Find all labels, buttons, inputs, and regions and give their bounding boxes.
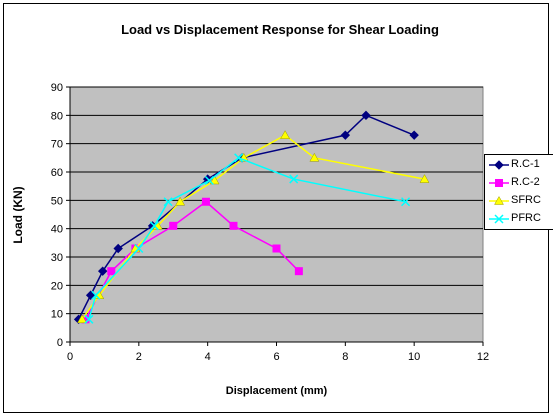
- x-tick-label-2: 2: [136, 351, 142, 363]
- legend-swatch-r-c-1: [489, 160, 509, 170]
- data-point-pfrc-6: [234, 153, 244, 163]
- y-tick-label-70: 70: [51, 139, 63, 151]
- data-point-sfrc-7: [280, 130, 291, 139]
- x-tick-label-10: 10: [408, 351, 420, 363]
- data-point-r-c-1-1: [85, 290, 96, 300]
- series-line-r-c-2: [84, 200, 300, 320]
- legend-label-pfrc: PFRC: [511, 212, 541, 224]
- data-point-pfrc-8: [401, 197, 411, 207]
- data-point-sfrc-0: [77, 314, 87, 324]
- data-point-r-c-2-5: [229, 221, 238, 230]
- legend-label-r-c-2: R.C-2: [511, 176, 540, 188]
- y-tick-label-50: 50: [51, 195, 63, 207]
- data-point-r-c-2-4: [201, 197, 210, 206]
- y-tick-label-60: 60: [51, 167, 63, 179]
- data-point-r-c-1-2: [97, 266, 108, 276]
- legend-item-r-c-1: R.C-1: [489, 157, 553, 173]
- chart-title: Load vs Displacement Response for Shear …: [121, 22, 439, 37]
- data-point-pfrc-4: [163, 197, 173, 207]
- y-tick-label-0: 0: [57, 337, 63, 349]
- data-point-r-c-1-9: [409, 130, 419, 140]
- data-point-pfrc-5: [204, 175, 214, 186]
- series-pfrc: [84, 153, 411, 324]
- data-point-pfrc-2: [134, 243, 144, 254]
- series-r-c-2: [81, 197, 303, 324]
- x-axis-label: Displacement (mm): [225, 385, 328, 397]
- data-point-pfrc-3: [149, 221, 159, 231]
- legend-swatch-sfrc: [489, 195, 509, 205]
- data-point-pfrc-7: [289, 174, 299, 184]
- data-point-r-c-2-7: [294, 267, 303, 276]
- plot-area: [69, 86, 484, 343]
- legend-swatch-pfrc: [489, 214, 509, 224]
- data-point-r-c-1-3: [113, 243, 123, 254]
- data-point-r-c-2-6: [272, 244, 281, 253]
- x-tick-label-8: 8: [342, 351, 348, 363]
- y-tick-label-40: 40: [51, 224, 63, 236]
- data-point-pfrc-0: [84, 314, 94, 324]
- legend-item-sfrc: SFRC: [489, 193, 553, 209]
- y-tick-label-30: 30: [51, 252, 63, 264]
- data-point-sfrc-9: [419, 174, 430, 183]
- data-point-r-c-1-7: [340, 130, 351, 140]
- legend-swatch-r-c-2: [489, 179, 509, 187]
- data-point-r-c-2-1: [107, 267, 116, 276]
- legend-item-r-c-2: R.C-2: [489, 175, 553, 191]
- data-point-sfrc-4: [175, 196, 186, 206]
- data-point-pfrc-1: [91, 290, 101, 300]
- data-point-r-c-1-8: [361, 110, 371, 121]
- x-tick-label-4: 4: [205, 351, 211, 363]
- x-tick-label-0: 0: [67, 351, 73, 363]
- data-point-r-c-2-3: [169, 221, 178, 230]
- legend-item-pfrc: PFRC: [489, 211, 553, 227]
- y-tick-label-80: 80: [51, 110, 63, 122]
- y-tick-label-20: 20: [51, 280, 63, 292]
- data-point-sfrc-5: [209, 175, 220, 185]
- legend-label-r-c-1: R.C-1: [511, 158, 540, 170]
- y-tick-label-90: 90: [51, 82, 63, 94]
- y-tick-label-10: 10: [51, 309, 63, 321]
- data-point-sfrc-8: [309, 152, 320, 162]
- legend-label-sfrc: SFRC: [511, 194, 541, 206]
- x-tick-label-12: 12: [477, 351, 489, 363]
- x-tick-label-6: 6: [273, 351, 279, 363]
- legend: R.C-1 R.C-2 SFRC PFRC: [484, 154, 553, 230]
